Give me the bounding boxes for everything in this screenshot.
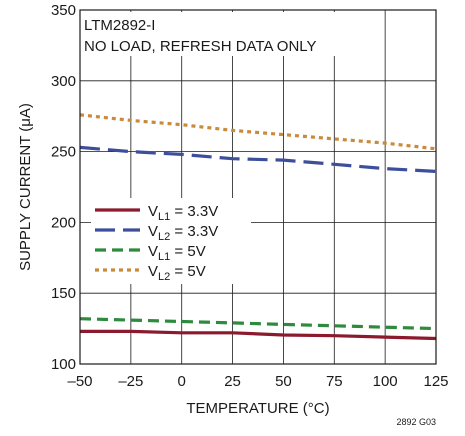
y-tick-labels: 100 150 200 250 300 350 bbox=[51, 2, 76, 373]
series-line bbox=[79, 145, 437, 173]
series-line bbox=[80, 329, 437, 341]
figure-id: 2892 G03 bbox=[396, 417, 436, 427]
legend-background bbox=[91, 198, 251, 284]
grid bbox=[80, 10, 436, 364]
series-line bbox=[79, 317, 437, 331]
x-tick-label: 75 bbox=[326, 373, 343, 390]
x-tick-label: 25 bbox=[224, 373, 241, 390]
series-layer bbox=[79, 113, 437, 341]
x-tick-label: 125 bbox=[423, 373, 448, 390]
x-tick-label: 100 bbox=[373, 373, 398, 390]
x-tick-label: 0 bbox=[178, 373, 186, 390]
annotation-background bbox=[81, 12, 339, 56]
x-tick-label: –50 bbox=[67, 373, 92, 390]
legend-label: VL2 = 3.3V bbox=[148, 223, 218, 243]
legend-label: VL1 = 5V bbox=[148, 243, 206, 263]
x-tick-label: –25 bbox=[118, 373, 143, 390]
legend-label: VL2 = 5V bbox=[148, 263, 206, 283]
y-tick-label: 200 bbox=[51, 214, 76, 231]
y-tick-label: 350 bbox=[51, 2, 76, 19]
annotation-condition: NO LOAD, REFRESH DATA ONLY bbox=[84, 38, 317, 55]
series-line bbox=[79, 113, 437, 151]
x-tick-labels: –50 –25 0 25 50 75 100 125 bbox=[67, 373, 448, 390]
x-tick-label: 50 bbox=[275, 373, 292, 390]
x-axis-title: TEMPERATURE (°C) bbox=[186, 400, 329, 417]
y-tick-label: 300 bbox=[51, 73, 76, 90]
y-tick-label: 100 bbox=[51, 356, 76, 373]
annotation-model: LTM2892-I bbox=[84, 17, 155, 34]
y-tick-label: 250 bbox=[51, 144, 76, 161]
y-tick-label: 150 bbox=[51, 285, 76, 302]
plot-frame bbox=[79, 9, 437, 365]
y-axis-title: SUPPLY CURRENT (μA) bbox=[17, 103, 34, 271]
legend-label: VL1 = 3.3V bbox=[148, 203, 218, 223]
